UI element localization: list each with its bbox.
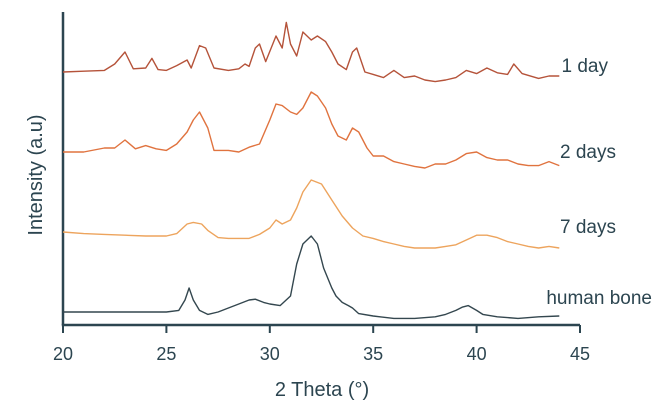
series-group: [62, 21, 560, 320]
series-label: 2 days: [560, 142, 616, 163]
x-tick-label: 35: [363, 344, 383, 364]
x-tick-label: 45: [570, 344, 590, 364]
series-label-group: 1 day 2 days 7 days human bone: [546, 56, 652, 309]
series-line-human-bone: [63, 235, 560, 320]
chart-axes: [61, 12, 580, 327]
x-tick-group: 20 25 30 35 40 45: [53, 325, 590, 364]
y-axis-title: Intensity (a.u): [25, 114, 47, 235]
series-line-2-days: [63, 91, 560, 169]
series-label: 7 days: [560, 217, 616, 238]
x-tick-label: 40: [467, 344, 487, 364]
series-label: 1 day: [562, 56, 609, 77]
series-line-7-days: [62, 179, 560, 249]
x-tick-label: 20: [53, 344, 73, 364]
x-tick-label: 30: [260, 344, 280, 364]
series-line-1-day: [62, 21, 560, 83]
x-axis-title: 2 Theta (°): [275, 379, 369, 401]
series-label: human bone: [546, 288, 652, 309]
x-tick-label: 25: [156, 344, 176, 364]
